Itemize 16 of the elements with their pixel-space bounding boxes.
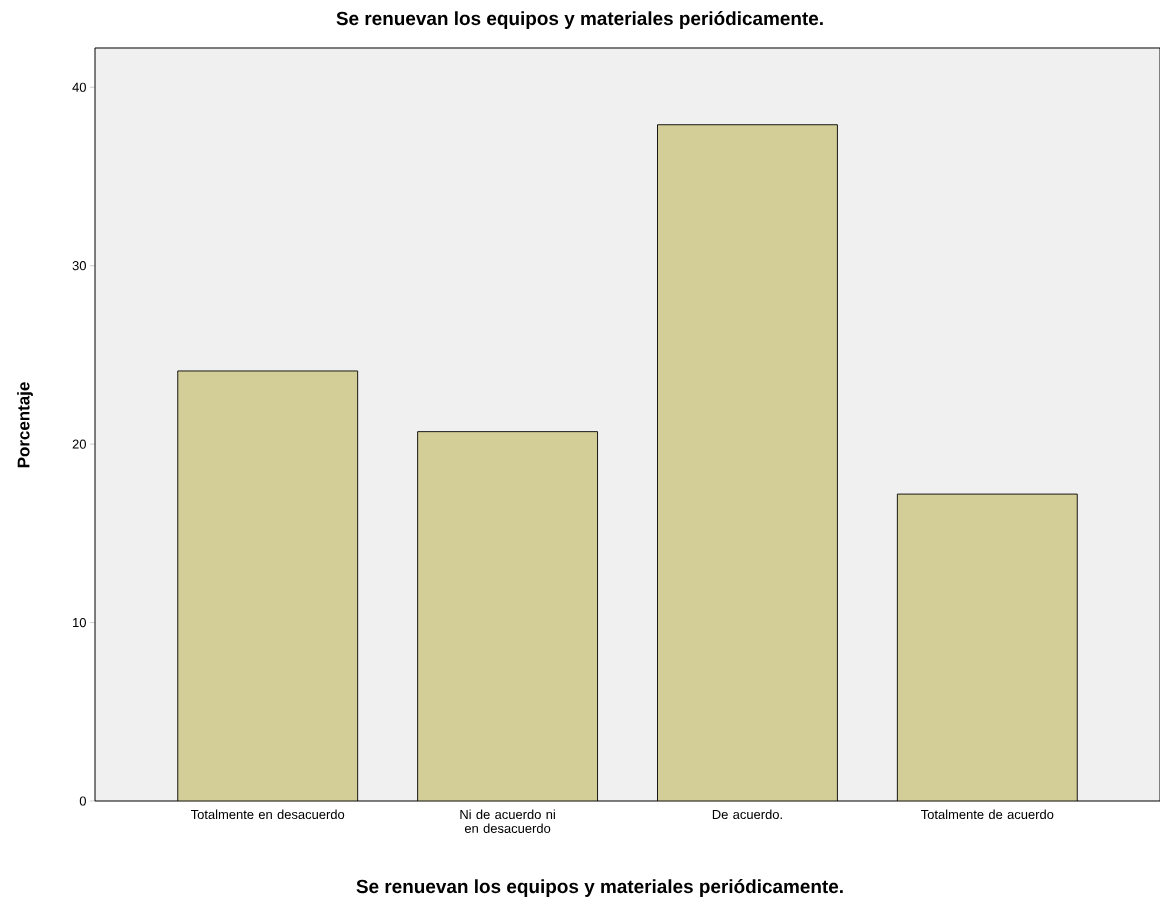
y-tick-label: 20 <box>72 439 86 449</box>
x-tick-label: De acuerdo. <box>712 809 782 820</box>
x-tick-label: Totalmente en desacuerdo <box>190 809 345 820</box>
y-axis-title: Porcentaje <box>17 382 33 468</box>
bar <box>417 431 598 801</box>
y-tick-label: 0 <box>79 796 86 806</box>
bar <box>896 493 1078 801</box>
x-tick-label: Ni de acuerdo ni en desacuerdo <box>460 809 555 833</box>
y-tick-label: 40 <box>72 82 86 92</box>
chart-title: Se renuevan los equipos y materiales periódicamente. <box>336 11 823 29</box>
x-axis-title: Se renuevan los equipos y materiales periódicamente. <box>356 879 843 897</box>
x-tick-label: Totalmente de acuerdo <box>921 809 1054 820</box>
bar <box>657 124 838 801</box>
bar <box>177 370 359 801</box>
y-tick-label: 30 <box>72 261 86 271</box>
y-tick-label: 10 <box>73 617 86 628</box>
